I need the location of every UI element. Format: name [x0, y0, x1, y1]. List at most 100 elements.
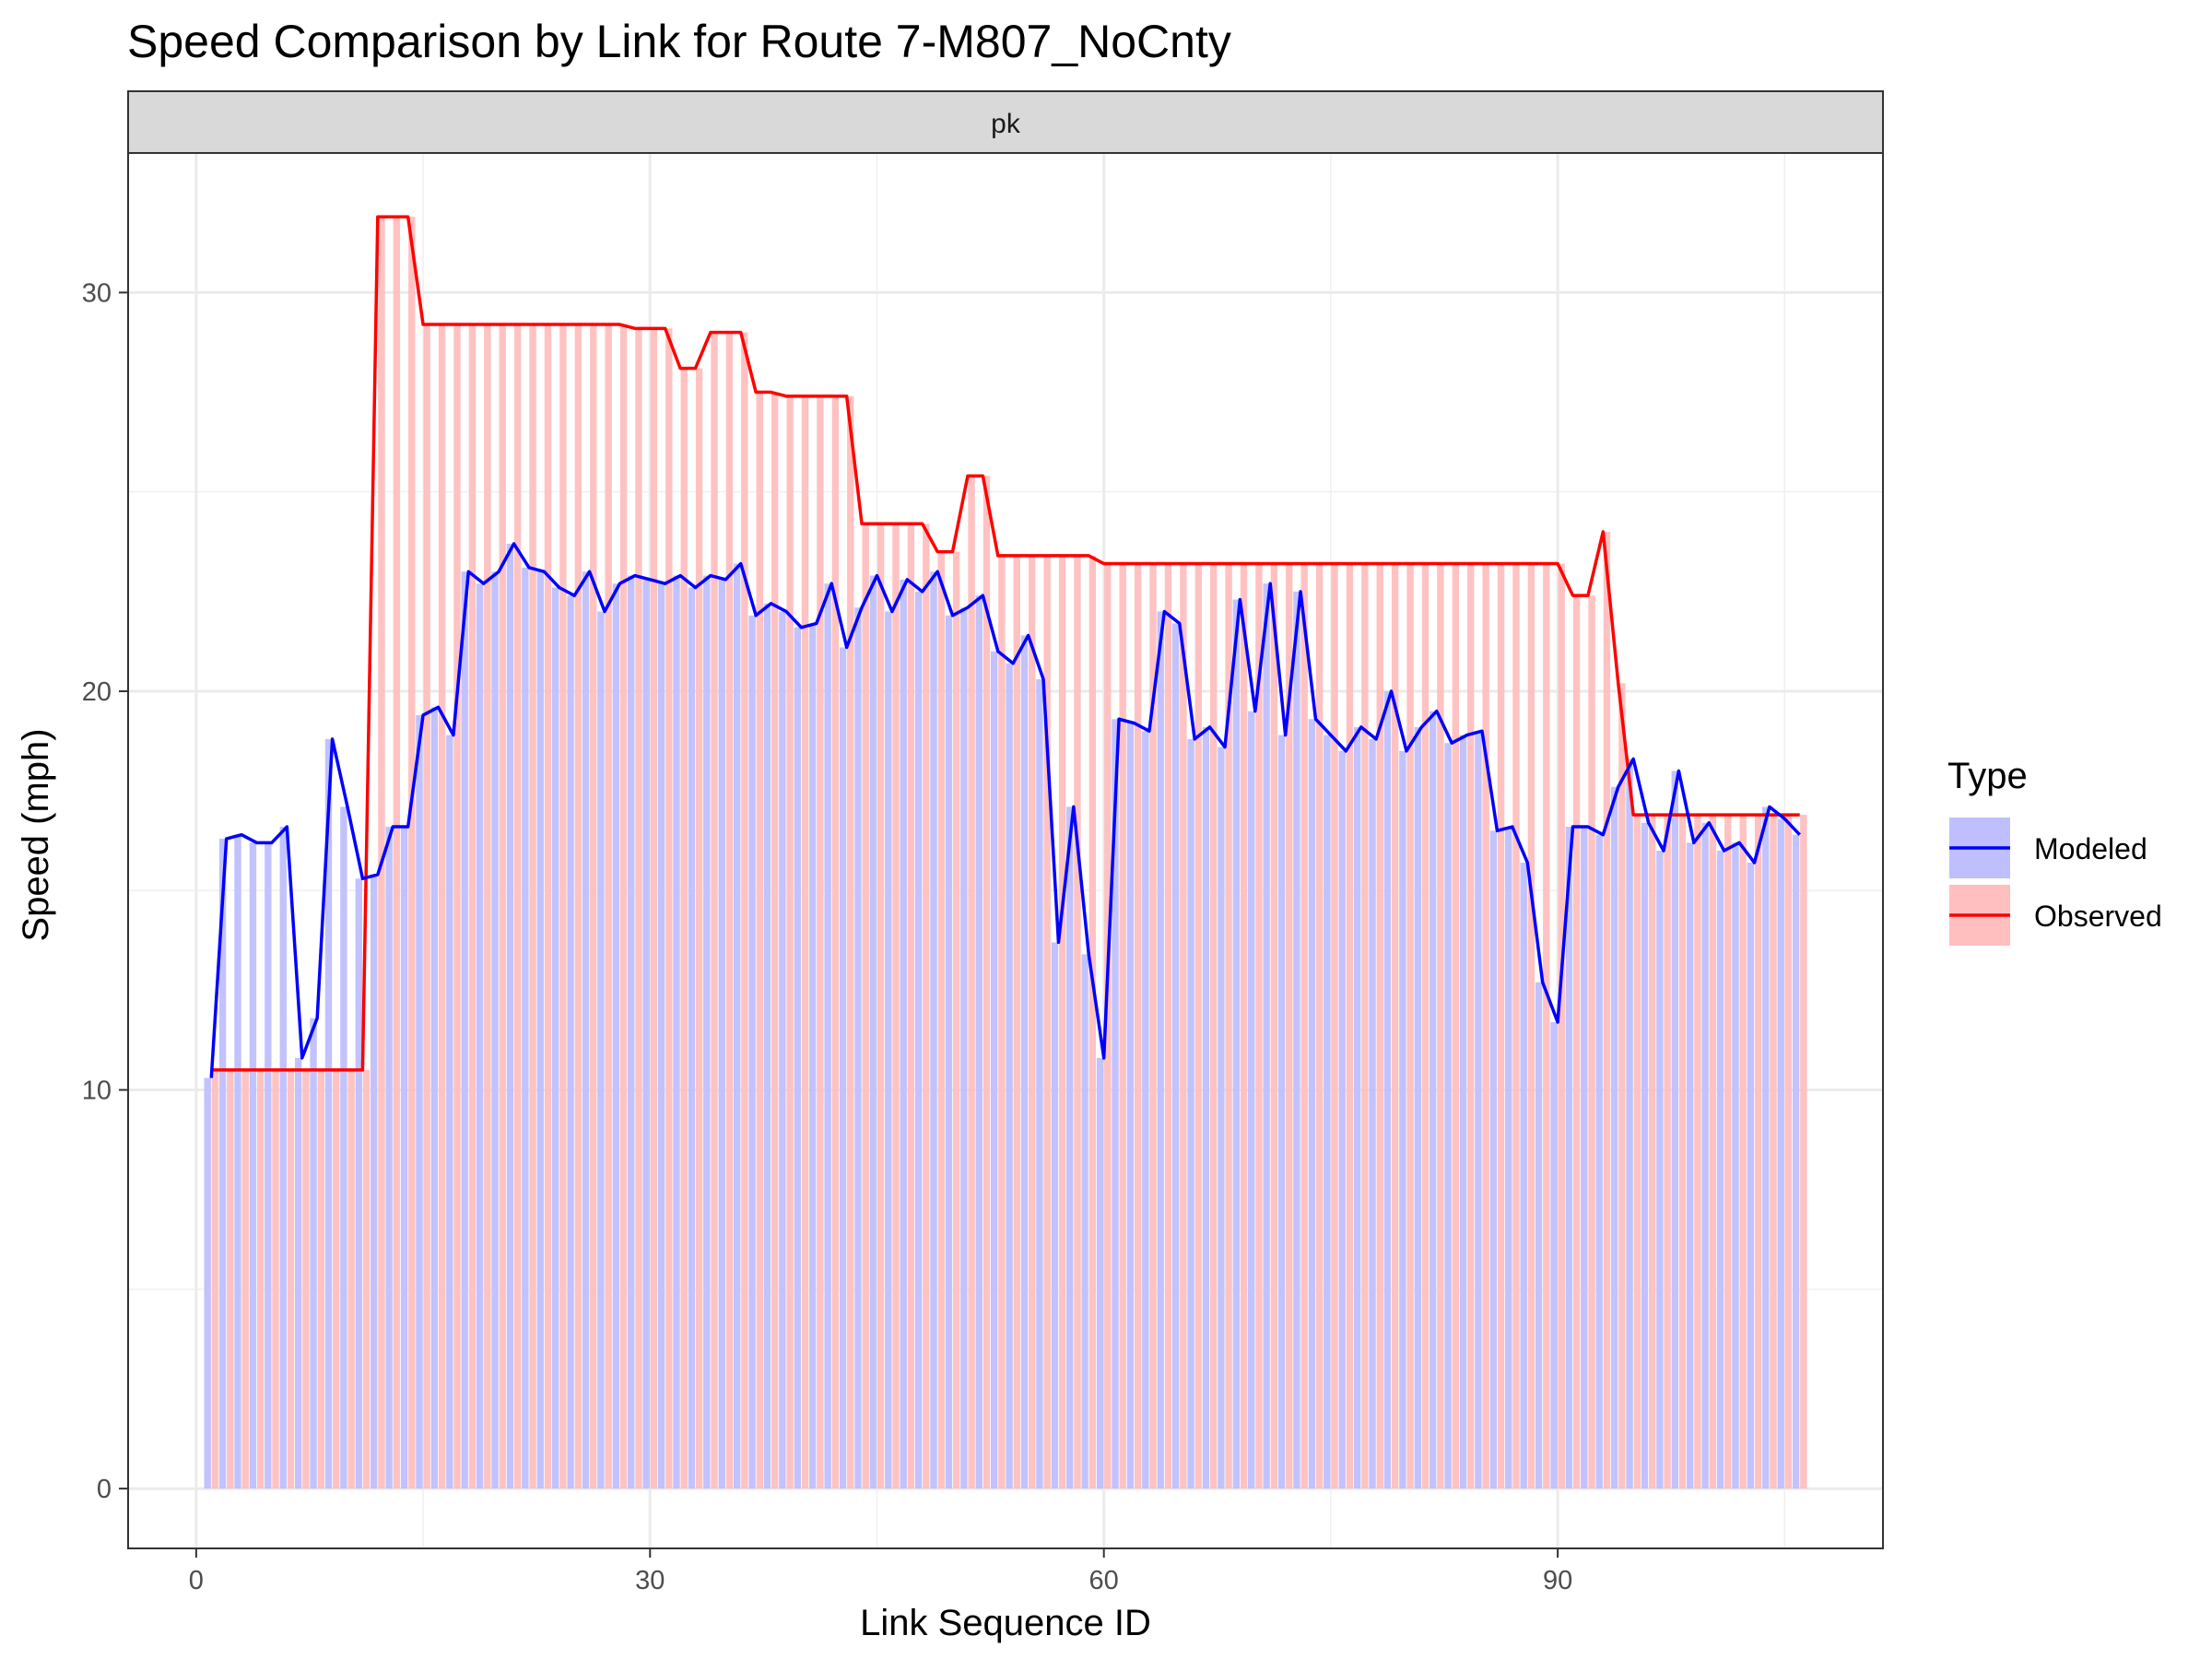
plot-panel [128, 153, 1883, 1548]
bar-modeled [779, 611, 786, 1489]
bar-observed [241, 1069, 249, 1489]
bar-modeled [960, 607, 968, 1489]
bar-modeled [1202, 726, 1210, 1489]
bar-modeled [869, 575, 877, 1489]
bar-observed [1603, 531, 1611, 1489]
bar-observed [211, 1069, 219, 1489]
bar-observed [1240, 563, 1248, 1489]
bar-modeled [400, 827, 408, 1489]
bar-observed [1225, 563, 1232, 1489]
bar-observed [393, 217, 401, 1489]
bar-observed [1648, 815, 1656, 1489]
bar-observed [1588, 595, 1595, 1489]
bar-modeled [990, 651, 998, 1489]
bar-observed [484, 324, 491, 1489]
bar-modeled [597, 611, 605, 1489]
bar-observed [499, 324, 506, 1489]
bar-modeled [657, 583, 665, 1489]
y-axis-title: Speed (mph) [16, 728, 56, 941]
bar-modeled [1218, 747, 1225, 1489]
bar-modeled [763, 603, 771, 1489]
bar-observed [1497, 563, 1505, 1489]
bar-observed [1391, 563, 1399, 1489]
bar-modeled [1006, 663, 1013, 1489]
y-tick-label: 10 [82, 1077, 112, 1106]
bar-observed [1618, 683, 1626, 1489]
bar-observed [1270, 563, 1278, 1489]
legend-label-observed: Observed [2034, 900, 2162, 933]
bar-observed [1770, 815, 1777, 1489]
bar-observed [1512, 563, 1520, 1489]
bar-observed [1527, 563, 1535, 1489]
bar-modeled [249, 842, 257, 1489]
bar-observed [272, 1069, 279, 1489]
bar-modeled [1444, 743, 1452, 1489]
bar-modeled [1762, 806, 1770, 1489]
series-line-observed [211, 215, 1800, 1072]
bar-modeled [324, 738, 333, 1489]
bar-modeled [1369, 738, 1376, 1489]
bar-modeled [673, 575, 680, 1489]
bar-observed [756, 392, 763, 1489]
bar-observed [287, 1069, 295, 1489]
bar-modeled [945, 615, 953, 1489]
x-tick-label: 0 [189, 1566, 204, 1595]
bar-observed [1543, 563, 1550, 1489]
bar-observed [1406, 563, 1414, 1489]
y-tick-label: 0 [97, 1475, 112, 1504]
bar-modeled [1142, 731, 1149, 1489]
bar-modeled [930, 571, 937, 1489]
bar-observed [1361, 563, 1369, 1489]
bar-modeled [733, 563, 741, 1489]
bar-observed [771, 392, 779, 1489]
bar-observed [302, 1069, 310, 1489]
bar-modeled [688, 587, 696, 1489]
bar-modeled [446, 735, 453, 1489]
bar-modeled [1232, 599, 1241, 1489]
bar-modeled [234, 834, 241, 1489]
bar-observed [1452, 563, 1460, 1489]
bar-observed [786, 395, 794, 1489]
bar-modeled [1263, 583, 1270, 1489]
bar-observed [968, 476, 975, 1489]
bar-modeled [476, 583, 484, 1489]
bar-modeled [900, 579, 907, 1489]
bar-observed [892, 524, 900, 1489]
bar-observed [1664, 815, 1671, 1489]
bar-modeled [1020, 635, 1029, 1489]
bar-modeled [1126, 723, 1135, 1489]
bar-observed [574, 324, 582, 1489]
bar-observed [1043, 555, 1051, 1489]
bar-observed [1013, 555, 1021, 1489]
x-tick-label: 60 [1089, 1566, 1119, 1595]
bar-observed [347, 1069, 355, 1489]
bar-observed [680, 368, 688, 1489]
bar-modeled [204, 1077, 211, 1489]
bar-observed [423, 324, 430, 1489]
bar-observed [1694, 815, 1701, 1489]
bar-observed [1421, 563, 1430, 1489]
bar-observed [1180, 563, 1187, 1489]
bar-observed [1784, 815, 1793, 1489]
bar-modeled [1414, 726, 1421, 1489]
bar-observed [559, 324, 567, 1489]
bar-observed [590, 324, 597, 1489]
bar-modeled [279, 827, 287, 1489]
bar-modeled [1324, 735, 1331, 1489]
bar-modeled [1248, 711, 1255, 1489]
y-tick-label: 20 [82, 677, 112, 707]
bar-observed [1088, 555, 1097, 1489]
bar-modeled [1671, 771, 1679, 1489]
bar-observed [605, 324, 612, 1489]
bar-modeled [1459, 735, 1467, 1489]
legend-label-modeled: Modeled [2034, 832, 2147, 865]
bar-modeled [491, 571, 499, 1489]
bar-modeled [1277, 735, 1286, 1489]
bar-observed [1300, 563, 1308, 1489]
bar-modeled [1429, 711, 1437, 1489]
bar-observed [468, 324, 477, 1489]
bar-observed [438, 324, 446, 1489]
bar-modeled [1036, 678, 1043, 1489]
bar-modeled [1157, 611, 1164, 1489]
